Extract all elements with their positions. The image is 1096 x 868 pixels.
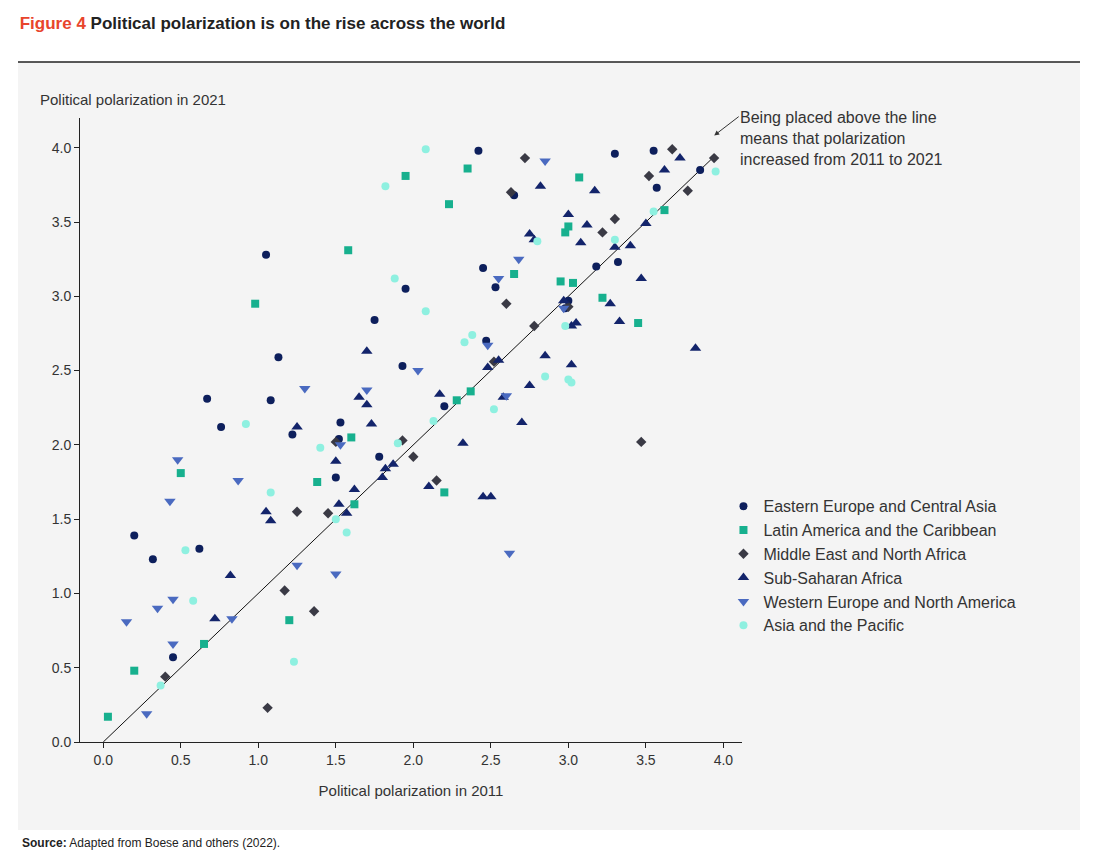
svg-text:1.0: 1.0 <box>52 585 72 601</box>
svg-text:Latin America and the Caribbea: Latin America and the Caribbean <box>763 522 996 539</box>
svg-text:2.5: 2.5 <box>481 752 501 768</box>
svg-text:4.0: 4.0 <box>52 140 72 156</box>
svg-text:0.0: 0.0 <box>52 734 72 750</box>
svg-text:Political polarization in 2011: Political polarization in 2011 <box>319 782 504 799</box>
svg-text:Asia and the Pacific: Asia and the Pacific <box>763 617 904 634</box>
svg-text:2.0: 2.0 <box>404 752 424 768</box>
svg-text:4.0: 4.0 <box>714 752 734 768</box>
svg-text:Western Europe and North Ameri: Western Europe and North America <box>763 594 1015 611</box>
svg-text:1.0: 1.0 <box>249 752 269 768</box>
svg-text:2.5: 2.5 <box>52 362 72 378</box>
svg-text:1.5: 1.5 <box>52 511 72 527</box>
svg-text:Source: Adapted from Boese and: Source: Adapted from Boese and others (2… <box>22 836 280 850</box>
svg-text:Political polarization in 2021: Political polarization in 2021 <box>40 91 226 108</box>
svg-text:3.5: 3.5 <box>52 214 72 230</box>
svg-text:0.0: 0.0 <box>94 752 114 768</box>
svg-text:0.5: 0.5 <box>171 752 191 768</box>
svg-text:3.0: 3.0 <box>559 752 579 768</box>
svg-text:2.0: 2.0 <box>52 437 72 453</box>
svg-text:Eastern Europe and Central Asi: Eastern Europe and Central Asia <box>763 498 996 515</box>
svg-text:Being placed above the linemea: Being placed above the linemeans that po… <box>740 109 943 168</box>
svg-text:3.5: 3.5 <box>636 752 656 768</box>
svg-text:3.0: 3.0 <box>52 288 72 304</box>
svg-text:0.5: 0.5 <box>52 660 72 676</box>
svg-text:1.5: 1.5 <box>326 752 346 768</box>
svg-text:Sub-Saharan Africa: Sub-Saharan Africa <box>763 570 902 587</box>
svg-text:Middle East and North Africa: Middle East and North Africa <box>763 546 966 563</box>
svg-text:Figure 4 Political polarizatio: Figure 4 Political polarization is on th… <box>20 14 506 33</box>
